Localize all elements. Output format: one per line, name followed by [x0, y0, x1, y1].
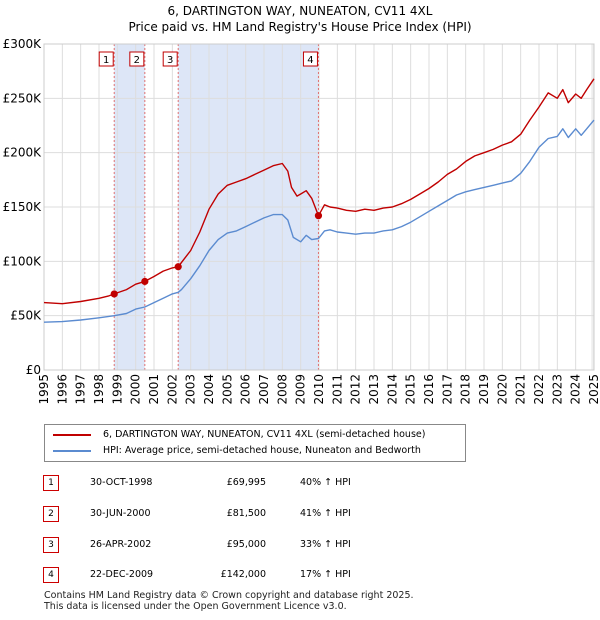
sale-number-label: 3 [167, 55, 173, 66]
transaction-price: £95,000 [226, 539, 266, 550]
footer-licence: This data is licensed under the Open Gov… [44, 601, 347, 612]
x-tick-label: 2011 [330, 374, 344, 405]
x-tick-label: 2020 [495, 374, 509, 405]
x-tick-label: 2010 [312, 374, 326, 405]
plot-frame [43, 43, 595, 371]
transaction-date: 22-DEC-2009 [90, 569, 154, 580]
x-tick-label: 2012 [349, 374, 363, 405]
transaction-number-badge: 3 [43, 537, 59, 553]
transaction-number-badge: 1 [43, 475, 59, 491]
x-tick-label: 2019 [477, 374, 491, 405]
legend-hpi-label: HPI: Average price, semi-detached house,… [103, 445, 421, 456]
y-tick-label: £250K [3, 91, 43, 105]
transaction-date: 26-APR-2002 [90, 539, 152, 550]
sale-number-label: 2 [134, 55, 140, 66]
y-tick-label: £150K [3, 200, 43, 214]
x-tick-label: 1997 [74, 374, 88, 405]
x-tick-label: 2024 [569, 374, 583, 405]
transaction-hpi-change: 41% ↑ HPI [300, 508, 351, 519]
transaction-price: £69,995 [226, 477, 266, 488]
transaction-hpi-change: 17% ↑ HPI [300, 569, 351, 580]
x-tick-label: 1996 [55, 374, 69, 405]
x-tick-label: 2001 [147, 374, 161, 405]
y-tick-label: £0 [26, 363, 41, 377]
x-tick-label: 2022 [532, 374, 546, 405]
x-tick-label: 2005 [220, 374, 234, 405]
transaction-number-badge: 4 [43, 567, 59, 583]
x-tick-label: 2023 [550, 374, 564, 405]
sale-point [174, 263, 182, 271]
sale-number-badge [129, 51, 145, 67]
x-tick-label: 2007 [257, 374, 271, 405]
x-tick-label: 2003 [184, 374, 198, 405]
sale-number-label: 4 [307, 55, 313, 66]
sale-point [110, 290, 118, 298]
x-tick-label: 2015 [404, 374, 418, 405]
transaction-hpi-change: 40% ↑ HPI [300, 477, 351, 488]
x-tick-label: 2016 [422, 374, 436, 405]
y-tick-label: £50K [10, 309, 42, 323]
chart-subtitle: Price paid vs. HM Land Registry's House … [128, 20, 472, 34]
transaction-price: £142,000 [220, 569, 266, 580]
transaction-hpi-change: 33% ↑ HPI [300, 539, 351, 550]
property-price-line [43, 78, 595, 305]
sale-number-badge [98, 51, 114, 67]
legend-property-label: 6, DARTINGTON WAY, NUNEATON, CV11 4XL (s… [103, 429, 426, 440]
x-tick-label: 2004 [202, 374, 216, 405]
x-tick-label: 1998 [92, 374, 106, 405]
x-tick-label: 2018 [459, 374, 473, 405]
transaction-date: 30-OCT-1998 [90, 477, 153, 488]
hpi-line [43, 119, 595, 323]
x-tick-label: 2021 [514, 374, 528, 405]
sale-number-badge [302, 51, 318, 67]
x-tick-label: 2006 [239, 374, 253, 405]
x-tick-label: 2025 [587, 374, 600, 405]
y-tick-label: £100K [3, 254, 43, 268]
hpi-line-swatch [53, 449, 91, 452]
transaction-date: 30-JUN-2000 [90, 508, 151, 519]
sale-point [141, 277, 149, 286]
legend: 6, DARTINGTON WAY, NUNEATON, CV11 4XL (s… [44, 424, 466, 462]
legend-item-hpi: HPI: Average price, semi-detached house,… [53, 443, 421, 459]
x-tick-label: 1999 [110, 374, 124, 405]
transaction-number-badge: 2 [43, 506, 59, 522]
x-tick-label: 2009 [294, 374, 308, 405]
y-tick-label: £300K [3, 37, 43, 51]
transaction-price: £81,500 [226, 508, 266, 519]
x-tick-label: 2000 [129, 374, 143, 405]
property-line-swatch [53, 433, 91, 436]
x-tick-label: 2002 [165, 374, 179, 405]
price-chart: £0 £50K £100K £150K £200K £250K £300K 1995 1996 1… [3, 37, 600, 405]
x-tick-label: 2017 [440, 374, 454, 405]
sale-number-label: 1 [103, 55, 109, 66]
sale-number-badge [162, 51, 178, 67]
x-tick-label: 2013 [367, 374, 381, 405]
x-tick-label: 2014 [385, 374, 399, 405]
y-tick-label: £200K [3, 146, 43, 160]
x-tick-label: 1995 [37, 374, 51, 405]
x-tick-label: 2008 [275, 374, 289, 405]
footer-copyright: Contains HM Land Registry data © Crown c… [44, 590, 414, 601]
chart-title: 6, DARTINGTON WAY, NUNEATON, CV11 4XL [167, 4, 433, 18]
legend-item-property: 6, DARTINGTON WAY, NUNEATON, CV11 4XL (s… [53, 427, 425, 443]
sale-point [314, 212, 323, 220]
